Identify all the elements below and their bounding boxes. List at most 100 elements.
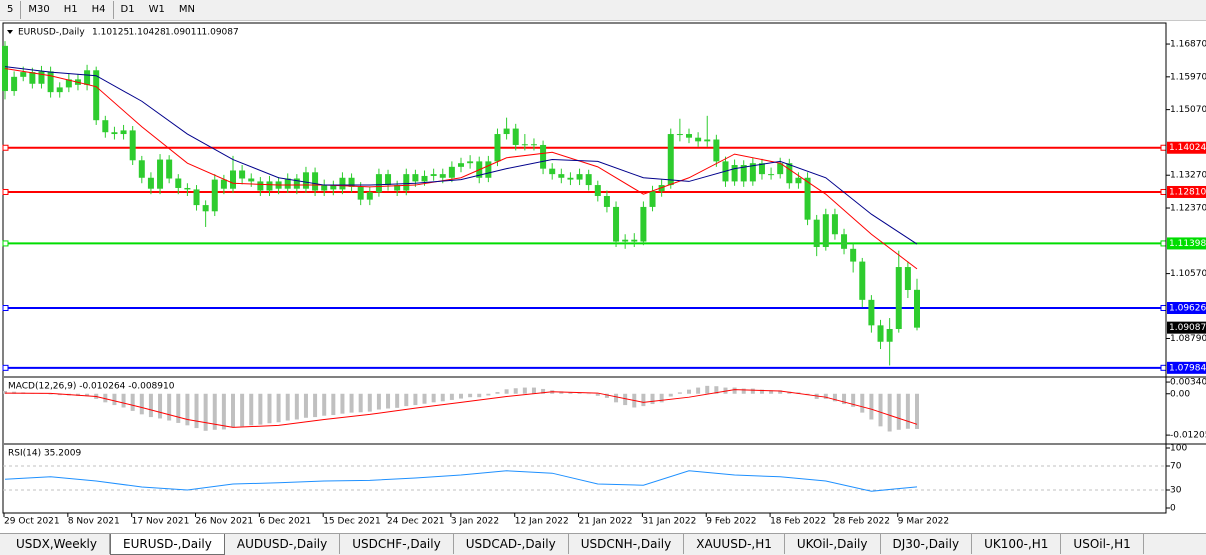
x-tick-label: 9 Mar 2022 [898,517,949,527]
macd-bar [851,393,856,407]
chart-tab[interactable]: AUDUSD-,Daily [225,534,341,554]
macd-bar [3,391,7,394]
candle-body [813,219,820,248]
candle-body [56,87,63,93]
level-label: 1.11398 [1169,239,1206,249]
macd-bar [294,393,299,420]
x-tick-label: 31 Jan 2022 [642,517,696,527]
macd-bar [431,393,436,403]
candle-body [248,178,255,182]
candle-body [312,172,319,191]
candle-body [731,165,738,182]
x-tick-label: 6 Dec 2021 [259,517,311,527]
macd-bar [623,393,628,406]
macd-bar [340,393,345,414]
candle-body [603,195,610,207]
chart-tab[interactable]: USDCNH-,Daily [569,534,685,554]
candle-body [430,174,437,176]
x-tick-label: 18 Feb 2022 [770,517,826,527]
candle-body [567,177,574,180]
macd-bar [486,393,491,396]
macd-bar [732,387,737,394]
candle-body [284,178,291,189]
x-tick-label: 24 Dec 2021 [387,517,445,527]
macd-bar [386,393,391,409]
candle-body [895,267,902,329]
timeframe-button[interactable]: H1 [63,4,78,15]
candle-body [421,175,428,182]
macd-bar [750,388,755,394]
moving-average [4,66,918,245]
candle-body [184,187,191,190]
chart-tab[interactable]: USDCHF-,Daily [340,534,454,554]
timeframe-button[interactable]: M30 [28,4,50,15]
candle-body [768,174,775,176]
timeframe-button[interactable]: MN [178,4,195,15]
macd-bar [842,393,847,405]
chart-title: EURUSD-,Daily [18,28,85,38]
macd-bar [741,388,746,394]
chart-frame [2,22,1167,514]
macd-bar [395,393,400,408]
candle-body [412,174,419,182]
candle-body [914,289,920,328]
chart-tab[interactable]: USOil-,H1 [1061,534,1144,554]
macd-bar [422,393,427,404]
timeframe-button[interactable]: 5 [0,1,22,19]
candle-body [11,76,18,92]
level-handle [2,240,9,247]
price-label-box [1167,321,1206,334]
level-handle [2,188,9,195]
candle-body [147,177,154,189]
ohlc-value: 1.10125 [92,28,129,38]
macd-bar [148,393,153,418]
timeframe-button[interactable]: H4 [85,1,114,19]
candle-body [375,174,382,193]
macd-bar [659,393,664,403]
candle-body [93,70,100,121]
macd-bar [668,393,673,397]
menu-icon[interactable] [7,30,13,34]
candle-body [293,178,300,189]
candle-body [120,130,127,135]
candle-body [758,163,765,175]
y-tick-label: 0 [1170,504,1176,514]
chart-tab[interactable]: USDX,Weekly [4,534,110,554]
candle-body [904,267,911,291]
level-label: 1.14024 [1169,143,1206,153]
candle-body [84,70,91,85]
chart-tab[interactable]: XAUUSD-,H1 [684,534,785,554]
chart-tab[interactable]: USDCAD-,Daily [454,534,569,554]
level-label-box [1167,237,1206,250]
macd-bar [249,393,254,426]
macd-bar [869,393,874,420]
chart-tab[interactable]: EURUSD-,Daily [110,534,225,555]
y-tick-label: 1.08790 [1170,334,1206,344]
chart-tab[interactable]: UK100-,H1 [972,534,1062,554]
candle-body [850,248,857,262]
candle-body [530,144,537,146]
macd-bar [778,390,783,394]
chart-tab[interactable]: UKOil-,Daily [785,534,881,554]
ohlc-value: 1.09011 [165,28,202,38]
macd-bar [541,388,546,394]
candle-body [786,163,793,184]
level-label: 1.07984 [1169,363,1206,373]
level-label-box [1167,302,1206,315]
candle-body [613,206,620,242]
y-tick-label: 1.10570 [1170,269,1206,279]
timeframe-button[interactable]: W1 [148,4,165,15]
macd-bar [595,393,600,396]
timeframe-button[interactable]: D1 [120,4,135,15]
candle-body [877,325,884,342]
macd-bar [650,393,655,405]
macd-bar [531,387,536,394]
macd-bar [705,385,710,394]
macd-bar [367,393,372,412]
chart-tab[interactable]: DJ30-,Daily [881,534,973,554]
candle-body [740,165,747,182]
level-handle [2,364,9,371]
chart-tabs: USDX,Weekly EURUSD-,Daily AUDUSD-,Daily USD… [0,533,1206,555]
macd-bar [495,392,500,394]
macd-bar [769,390,774,394]
